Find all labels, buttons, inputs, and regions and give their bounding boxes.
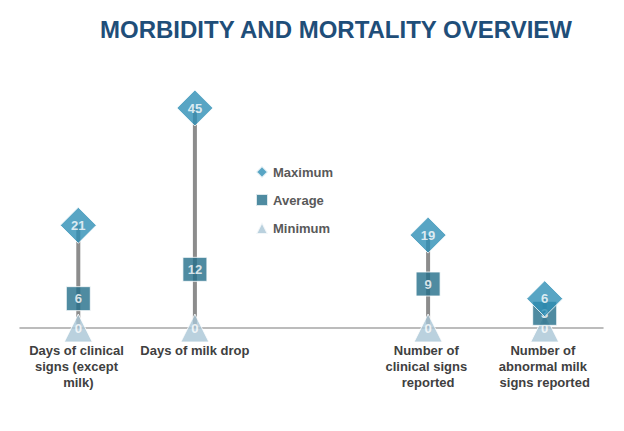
- svg-text:signs reported: signs reported: [500, 375, 590, 390]
- svg-text:clinical signs: clinical signs: [385, 359, 470, 374]
- svg-text:21: 21: [71, 218, 85, 233]
- svg-text:signs (except: signs (except: [35, 359, 122, 374]
- svg-text:MORBIDITY AND MORTALITY OVERVI: MORBIDITY AND MORTALITY OVERVIEW: [100, 16, 572, 43]
- svg-text:Number of: Number of: [510, 343, 579, 358]
- svg-text:abnormal milk: abnormal milk: [499, 359, 591, 374]
- svg-text:9: 9: [424, 277, 431, 292]
- svg-text:Days of clinical: Days of clinical: [29, 343, 127, 358]
- svg-text:6: 6: [541, 291, 548, 306]
- svg-text:0: 0: [75, 321, 82, 336]
- svg-text:Minimum: Minimum: [273, 221, 330, 236]
- svg-text:0: 0: [541, 320, 549, 336]
- svg-text:45: 45: [188, 101, 202, 116]
- svg-text:6: 6: [75, 291, 82, 306]
- svg-text:12: 12: [188, 262, 202, 277]
- svg-text:0: 0: [424, 321, 431, 336]
- svg-text:Average: Average: [273, 193, 324, 208]
- svg-text:milk): milk): [63, 375, 93, 390]
- svg-text:Number of: Number of: [394, 343, 463, 358]
- svg-text:reported: reported: [402, 375, 455, 390]
- svg-text:Days of milk drop: Days of milk drop: [140, 343, 249, 358]
- svg-text:0: 0: [191, 321, 198, 336]
- svg-text:19: 19: [421, 228, 435, 243]
- svg-text:Maximum: Maximum: [273, 165, 333, 180]
